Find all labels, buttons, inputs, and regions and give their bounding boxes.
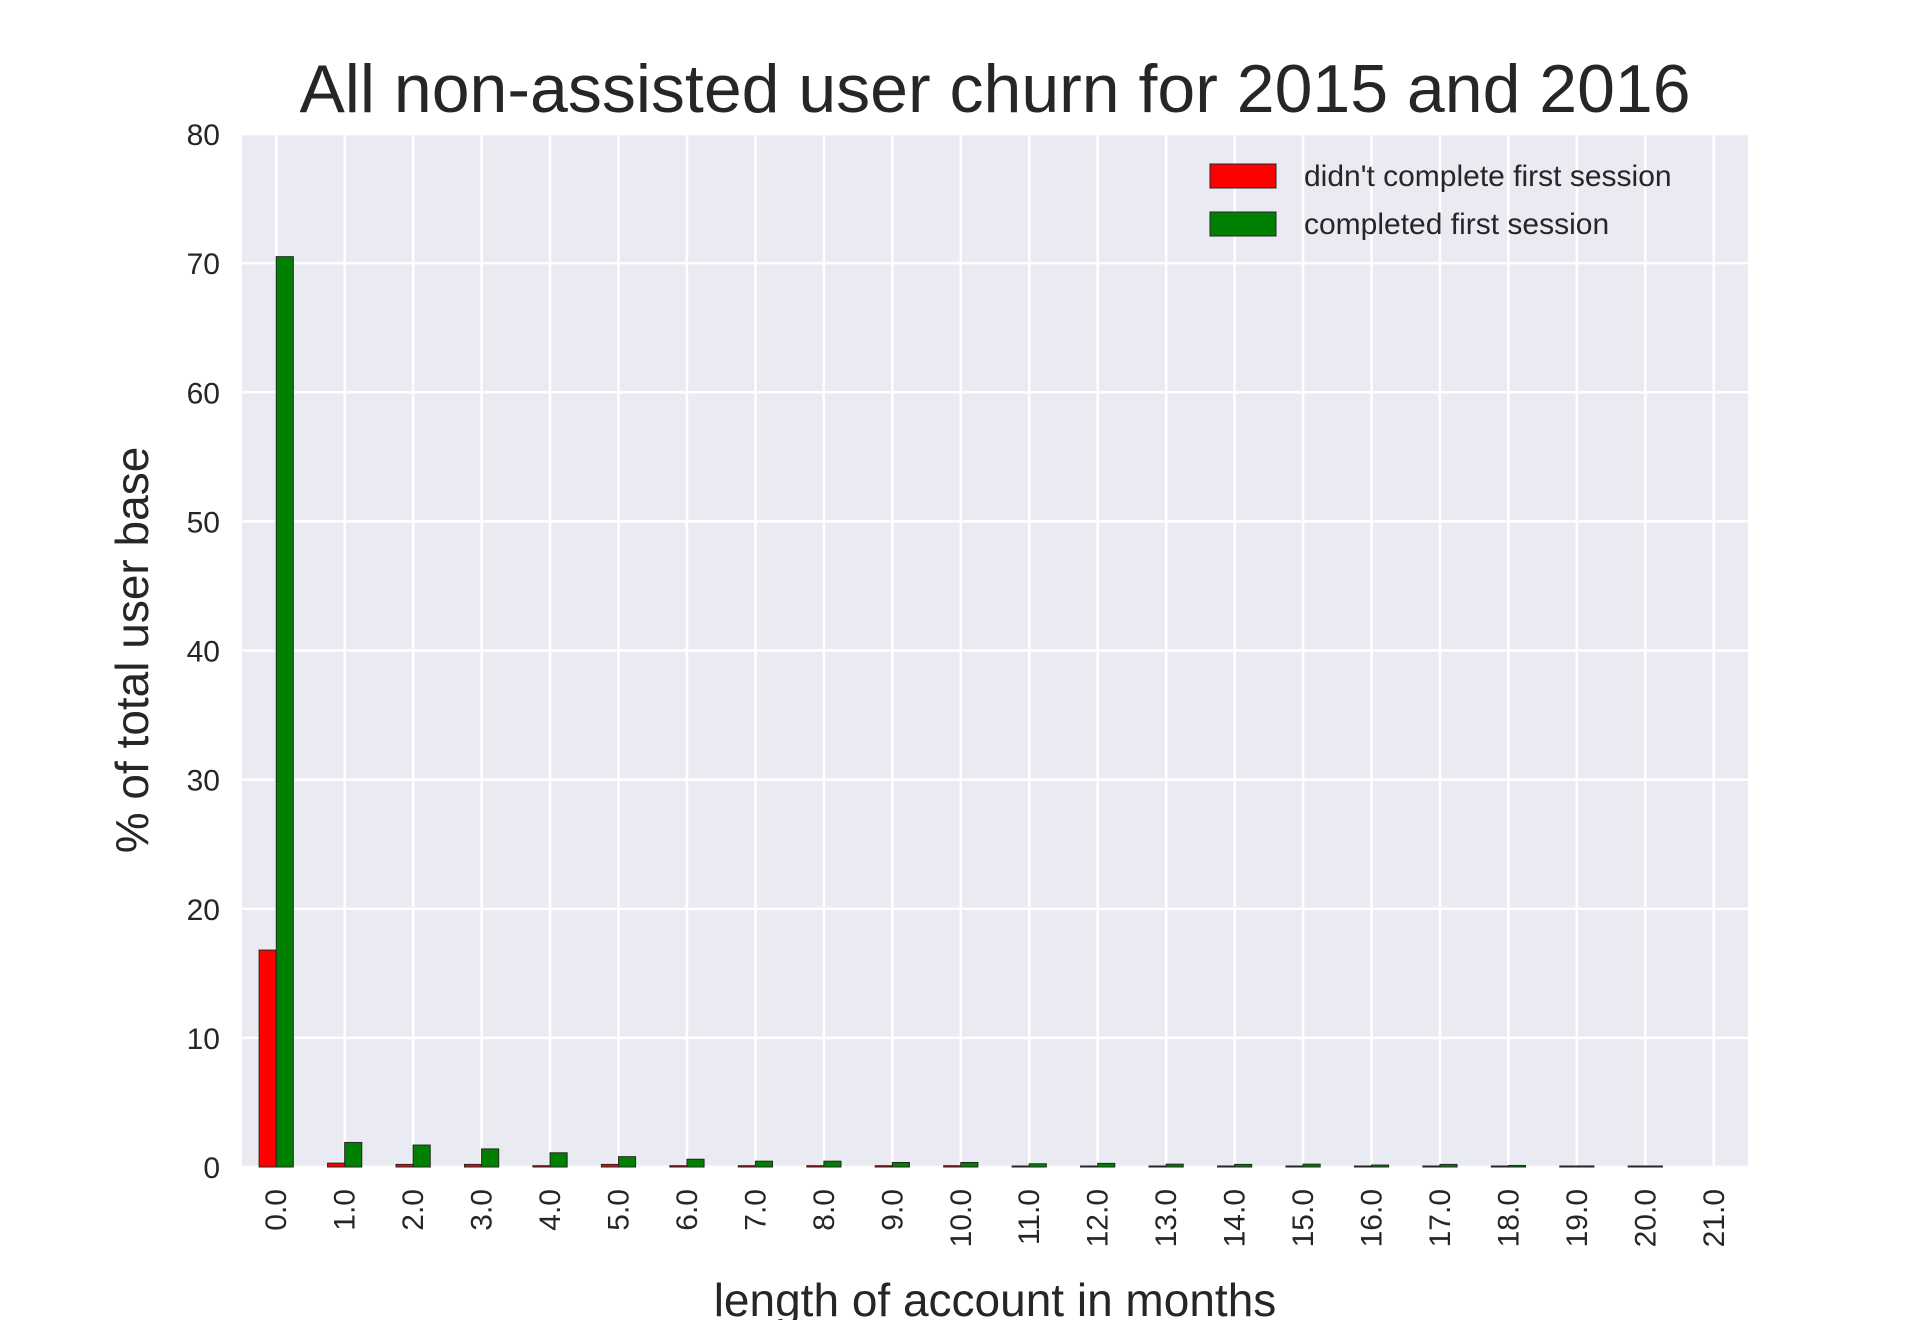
legend-swatch-didnt-complete	[1209, 163, 1277, 189]
x-axis-ticks: 0.0 1.0 2.0 3.0 4.0 5.0 6.0 7.0 8.0 9.0 10.0 11.0 12…	[260, 1189, 1731, 1247]
x-tick-label: 0.0	[260, 1189, 293, 1231]
x-tick-label: 13.0	[1150, 1189, 1183, 1247]
bar-completed	[1576, 1165, 1595, 1168]
x-tick-label: 5.0	[603, 1189, 636, 1231]
legend-label-completed: completed first session	[1304, 208, 1609, 241]
y-tick-label: 70	[187, 248, 220, 281]
y-axis-label: % of total user base	[106, 447, 158, 854]
legend: didn't complete first session completed …	[1209, 160, 1672, 241]
y-tick-label: 30	[187, 765, 220, 798]
bar-didnt-complete	[806, 1165, 825, 1168]
x-tick-label: 2.0	[397, 1189, 430, 1231]
bar-didnt-complete	[258, 949, 277, 1168]
bar-completed	[412, 1144, 431, 1168]
bar-didnt-complete	[1216, 1165, 1236, 1168]
y-axis-ticks: 0 10 20 30 40 50 60 70 80	[187, 119, 220, 1185]
bar-completed	[275, 256, 294, 1168]
y-tick-label: 80	[187, 119, 220, 152]
bar-didnt-complete	[1422, 1165, 1441, 1168]
y-tick-label: 40	[187, 636, 220, 669]
x-tick-label: 6.0	[671, 1189, 704, 1231]
bar-completed	[960, 1161, 979, 1168]
bars	[258, 256, 1663, 1168]
bar-didnt-complete	[1353, 1165, 1372, 1168]
y-tick-label: 20	[187, 894, 220, 927]
x-tick-label: 3.0	[466, 1189, 499, 1231]
x-tick-label: 16.0	[1356, 1189, 1389, 1247]
legend-label-didnt-complete: didn't complete first session	[1304, 160, 1672, 193]
bar-didnt-complete	[1148, 1165, 1167, 1168]
bar-didnt-complete	[874, 1165, 893, 1168]
bar-completed	[1302, 1163, 1321, 1168]
bar-didnt-complete	[1285, 1165, 1304, 1168]
bar-completed	[481, 1148, 500, 1168]
bar-didnt-complete	[395, 1163, 414, 1168]
bar-didnt-complete	[532, 1165, 551, 1168]
x-tick-label: 17.0	[1424, 1189, 1457, 1247]
bar-completed	[344, 1141, 363, 1168]
bar-didnt-complete	[669, 1165, 688, 1168]
bar-completed	[823, 1160, 842, 1168]
x-tick-label: 12.0	[1082, 1189, 1115, 1247]
legend-swatch-completed	[1209, 211, 1277, 237]
x-tick-label: 14.0	[1219, 1189, 1252, 1247]
bar-completed	[1439, 1163, 1458, 1168]
x-tick-label: 7.0	[739, 1189, 772, 1231]
bar-completed	[1165, 1163, 1184, 1168]
y-tick-label: 0	[203, 1152, 220, 1185]
bar-didnt-complete	[943, 1165, 962, 1168]
x-tick-label: 1.0	[329, 1189, 362, 1231]
bar-didnt-complete	[1011, 1165, 1030, 1168]
bar-completed	[549, 1152, 568, 1168]
x-tick-label: 21.0	[1698, 1189, 1731, 1247]
y-tick-label: 10	[187, 1023, 220, 1056]
bar-completed	[1028, 1163, 1047, 1168]
bar-completed	[686, 1158, 705, 1168]
x-tick-label: 15.0	[1287, 1189, 1320, 1247]
x-tick-label: 18.0	[1492, 1189, 1525, 1247]
x-axis-label: length of account in months	[714, 1274, 1277, 1320]
y-tick-label: 60	[187, 377, 220, 410]
y-tick-label: 50	[187, 506, 220, 539]
bar-completed	[891, 1161, 910, 1168]
x-tick-label: 8.0	[808, 1189, 841, 1231]
bar-didnt-complete	[600, 1163, 619, 1168]
bar-completed	[1644, 1165, 1663, 1168]
bar-completed	[1234, 1163, 1253, 1168]
bar-didnt-complete	[1559, 1165, 1578, 1168]
bar-completed	[754, 1160, 774, 1168]
bar-completed	[1371, 1164, 1390, 1168]
bar-didnt-complete	[327, 1162, 346, 1168]
bar-completed	[1097, 1162, 1116, 1168]
bar-didnt-complete	[737, 1165, 756, 1168]
x-tick-label: 19.0	[1561, 1189, 1594, 1247]
bar-didnt-complete	[1490, 1165, 1509, 1168]
bar-didnt-complete	[1080, 1165, 1099, 1168]
x-tick-label: 10.0	[945, 1189, 978, 1247]
bar-didnt-complete	[1627, 1165, 1646, 1168]
x-tick-label: 9.0	[876, 1189, 909, 1231]
x-tick-label: 20.0	[1629, 1189, 1662, 1247]
bar-completed	[618, 1156, 637, 1168]
bar-didnt-complete	[463, 1163, 483, 1168]
chart-title: All non-assisted user churn for 2015 and…	[299, 51, 1690, 127]
x-tick-label: 4.0	[534, 1189, 567, 1231]
bar-completed	[1507, 1164, 1527, 1168]
x-tick-label: 11.0	[1013, 1189, 1046, 1245]
